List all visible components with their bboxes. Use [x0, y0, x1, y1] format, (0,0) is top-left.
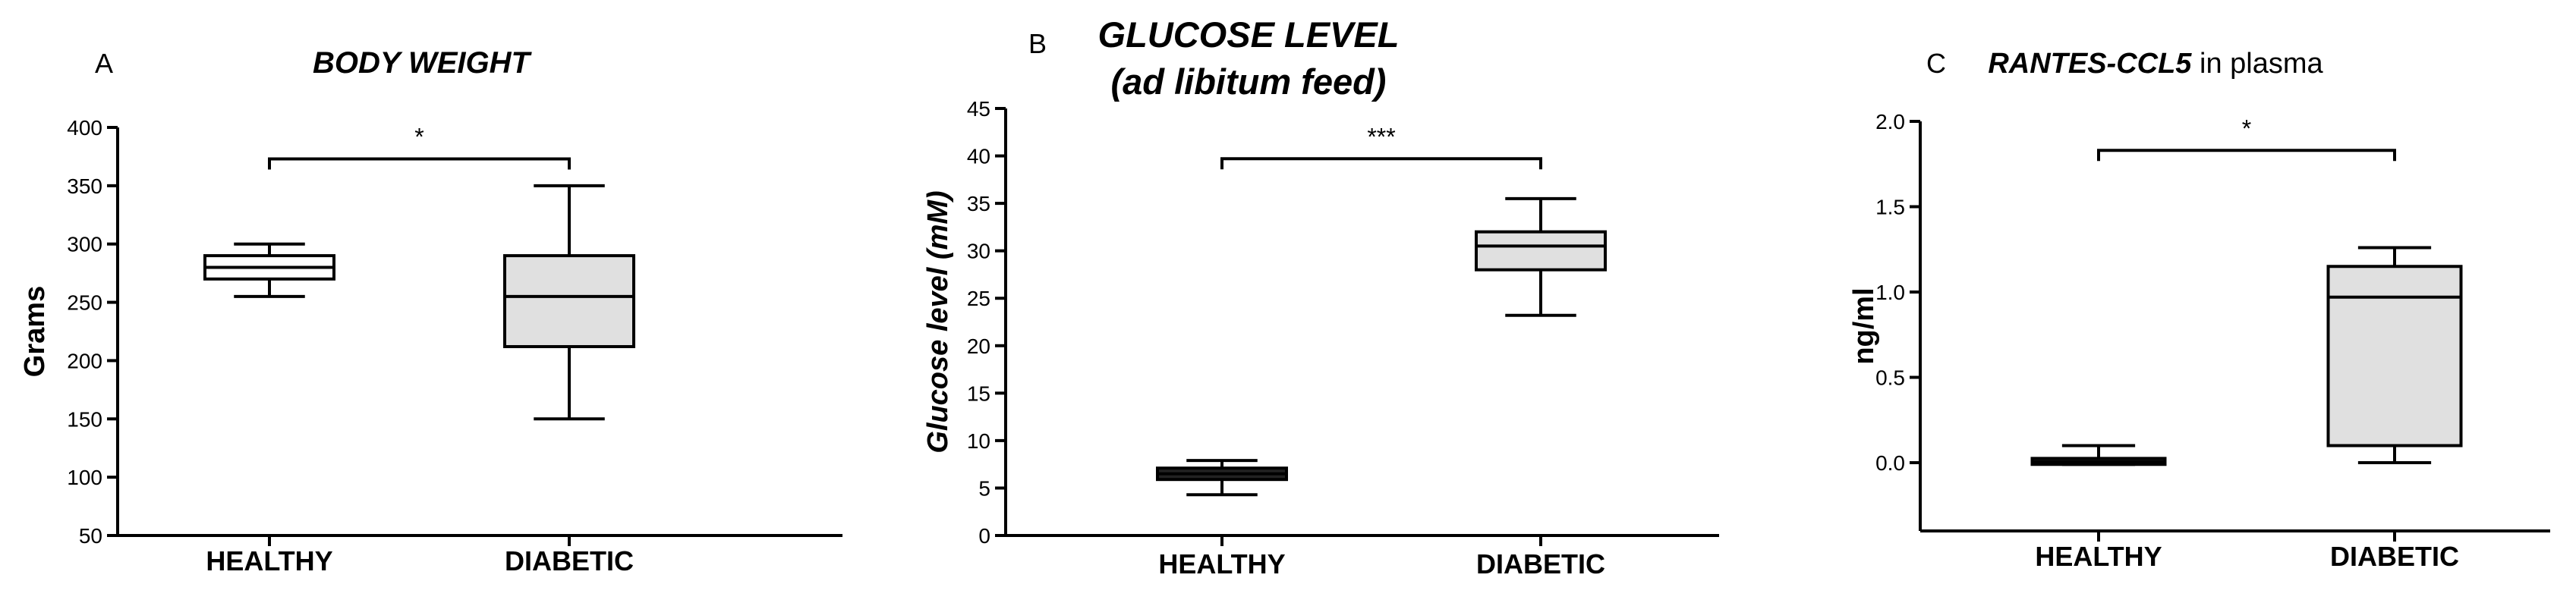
chart-title: GLUCOSE LEVEL — [1098, 14, 1400, 55]
significance-label: *** — [1367, 123, 1395, 150]
significance-label: * — [2242, 115, 2251, 142]
y-tick-label: 25 — [967, 287, 990, 310]
chart-subtitle: (ad libitum feed) — [1111, 61, 1387, 102]
y-tick-label: 1.0 — [1875, 281, 1905, 304]
y-tick-label: 20 — [967, 334, 990, 358]
x-tick-label: DIABETIC — [1476, 548, 1605, 579]
panel-letter: B — [1028, 28, 1047, 59]
significance-label: * — [414, 124, 424, 151]
box-iqr — [2326, 265, 2463, 448]
y-axis-label: Grams — [19, 286, 51, 377]
y-tick-label: 35 — [967, 192, 990, 215]
y-tick-label: 100 — [67, 466, 102, 489]
y-tick-label: 250 — [67, 291, 102, 315]
panel-b: B GLUCOSE LEVEL (ad libitum feed) 0 5 10 15 20 2… — [865, 0, 1746, 599]
box-healthy — [1156, 459, 1288, 497]
significance-bracket — [2097, 149, 2396, 162]
box-healthy — [2030, 444, 2167, 466]
y-tick-label: 10 — [967, 429, 990, 453]
y-tick-label: 300 — [67, 233, 102, 256]
y-tick-label: 5 — [978, 476, 990, 500]
x-tick-label: HEALTHY — [206, 545, 332, 576]
chart-title: RANTES-CCL5 in plasma — [1988, 48, 2323, 80]
box-diabetic — [503, 184, 635, 421]
y-tick-label: 30 — [967, 240, 990, 263]
y-tick-label: 150 — [67, 407, 102, 431]
chart-title: BODY WEIGHT — [313, 46, 533, 80]
y-tick-label: 40 — [967, 145, 990, 168]
box-iqr — [503, 254, 635, 348]
y-tick-label: 200 — [67, 349, 102, 372]
significance-bracket — [1220, 157, 1542, 170]
x-tick-label: HEALTHY — [1158, 548, 1285, 579]
y-tick-label: 0.5 — [1875, 366, 1905, 390]
x-tick-label: DIABETIC — [2330, 541, 2459, 572]
box-healthy — [203, 242, 335, 298]
y-axis-label: Glucose level (mM) — [922, 190, 954, 453]
x-tick-label: DIABETIC — [505, 545, 634, 576]
significance-bracket — [268, 157, 571, 170]
chart-glucose-level: B GLUCOSE LEVEL (ad libitum feed) 0 5 10 15 20 2… — [922, 14, 1719, 579]
x-tick-label: HEALTHY — [2035, 541, 2162, 572]
y-tick-label: 15 — [967, 382, 990, 405]
panel-letter: C — [1926, 48, 1946, 79]
y-tick-label: 0 — [978, 524, 990, 548]
y-tick-label: 45 — [967, 97, 990, 121]
box-diabetic — [2326, 246, 2463, 464]
box-diabetic — [1475, 196, 1607, 317]
y-tick-label: 400 — [67, 116, 102, 140]
box-iqr — [1475, 230, 1607, 272]
panel-c: C RANTES-CCL5 in plasma 0.0 0.5 1.0 1.5 2.0 ng/… — [1746, 0, 2576, 599]
panel-letter: A — [95, 48, 113, 79]
y-tick-label: 350 — [67, 174, 102, 198]
y-tick-label: 50 — [79, 524, 102, 548]
y-axis-label: ng/ml — [1848, 287, 1880, 364]
chart-rantes-ccl5: C RANTES-CCL5 in plasma 0.0 0.5 1.0 1.5 2.0 ng/… — [1848, 48, 2550, 572]
y-tick-label: 2.0 — [1875, 110, 1905, 133]
panel-a: A BODY WEIGHT 50 100 150 200 250 300 350 400 Grams… — [0, 0, 865, 599]
chart-body-weight: A BODY WEIGHT 50 100 150 200 250 300 350 400 Grams… — [19, 46, 842, 576]
y-tick-label: 1.5 — [1875, 196, 1905, 219]
y-tick-label: 0.0 — [1875, 451, 1905, 475]
